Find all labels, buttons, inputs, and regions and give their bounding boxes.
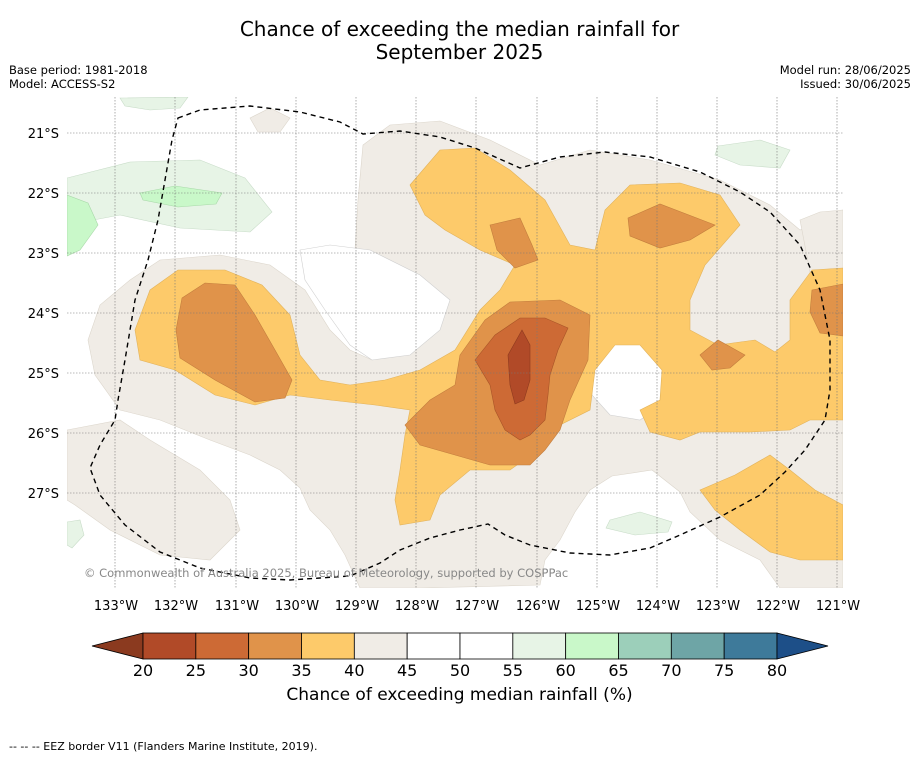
lon-label: 131°W (215, 599, 259, 614)
meta-left: Base period: 1981-2018 Model: ACCESS-S2 (9, 63, 148, 91)
title-line-1: Chance of exceeding the median rainfall … (239, 17, 680, 41)
bright-green-west (67, 194, 99, 257)
green-region-sw (67, 519, 85, 549)
model-run: Model run: 28/06/2025 (779, 63, 911, 77)
colorbar-segment (670, 632, 725, 660)
colorbar-tick-label: 25 (186, 661, 206, 680)
colorbar-tick-label: 80 (767, 661, 787, 680)
colorbar-tick-label: 20 (133, 661, 153, 680)
eez-border (89, 105, 831, 581)
colorbar-segment (723, 632, 778, 660)
colorbar: 20 25 30 35 40 45 50 55 60 65 70 75 80 (91, 632, 829, 680)
beige-region-bottom-left (67, 419, 241, 561)
colorbar-tick-label: 65 (608, 661, 628, 680)
lon-label: 130°W (275, 599, 319, 614)
lon-label: 121°W (816, 599, 860, 614)
lon-label: 125°W (576, 599, 620, 614)
colorbar-tick-label: 30 (238, 661, 258, 680)
colorbar-segment (565, 632, 619, 660)
dark-orange-far-east (809, 283, 843, 337)
lat-label: 25°S (28, 367, 59, 382)
colorbar-tick-label: 75 (714, 661, 734, 680)
colorbar-segment (301, 632, 355, 660)
colorbar-label: Chance of exceeding median rainfall (%) (286, 685, 633, 705)
lat-label: 27°S (28, 487, 59, 502)
lon-label: 124°W (636, 599, 680, 614)
lat-label: 22°S (28, 187, 59, 202)
lat-label: 24°S (28, 307, 59, 322)
lon-label: 132°W (154, 599, 198, 614)
lon-label: 128°W (395, 599, 439, 614)
colorbar-segment (406, 632, 461, 660)
map-title: Chance of exceeding the median rainfall … (0, 18, 919, 64)
dark-orange-ne (627, 203, 716, 249)
dark-orange-east (699, 339, 746, 371)
base-period: Base period: 1981-2018 (9, 63, 148, 77)
map-area: © Commonwealth of Australia 2025, Bureau… (67, 97, 843, 588)
lon-labels: 133°W 132°W 131°W 130°W 129°W 128°W 127°… (94, 599, 860, 614)
title-line-2: September 2025 (375, 40, 544, 64)
colorbar-segment (248, 632, 302, 660)
colorbar-extend-low (91, 632, 144, 660)
colorbar-extend-high (776, 632, 829, 660)
green-region-south (605, 511, 673, 536)
lat-labels: 21°S 22°S 23°S 24°S 25°S 26°S 27°S (28, 127, 59, 502)
lon-label: 129°W (335, 599, 379, 614)
colorbar-segment (459, 632, 514, 660)
deep-red-core (507, 329, 531, 405)
colorbar-tick-label: 40 (344, 661, 364, 680)
green-region-nw (119, 97, 189, 111)
colorbar-segment (512, 632, 567, 660)
bright-green-mid (139, 185, 223, 208)
colorbar-segment (618, 632, 672, 660)
colorbar-tick-label: 60 (555, 661, 575, 680)
lon-label: 123°W (696, 599, 740, 614)
meta-right: Model run: 28/06/2025 Issued: 30/06/2025 (780, 63, 911, 91)
colorbar-segment (142, 632, 197, 660)
lon-label: 133°W (94, 599, 138, 614)
colorbar-tick-label: 35 (291, 661, 311, 680)
lon-label: 126°W (516, 599, 560, 614)
colorbar-tick-label: 50 (450, 661, 470, 680)
copyright-text: © Commonwealth of Australia 2025, Bureau… (84, 566, 568, 580)
colorbar-segment (353, 632, 408, 660)
eez-footer-note: -- -- -- EEZ border V11 (Flanders Marine… (9, 740, 318, 753)
lon-label: 122°W (756, 599, 800, 614)
lat-label: 23°S (28, 247, 59, 262)
issued-date: Issued: 30/06/2025 (800, 77, 911, 91)
white-hole-west (299, 244, 451, 361)
colorbar-tick-label: 55 (503, 661, 523, 680)
orange-region-se (699, 454, 843, 561)
beige-region-small-top (249, 107, 291, 133)
colorbar-tick-label: 45 (397, 661, 417, 680)
graticule (67, 97, 843, 588)
dark-orange-north (489, 217, 539, 269)
model-name: Model: ACCESS-S2 (9, 77, 116, 91)
green-region-ne (714, 139, 791, 169)
colorbar-tick-label: 70 (661, 661, 681, 680)
lon-label: 127°W (455, 599, 499, 614)
lat-label: 26°S (28, 427, 59, 442)
colorbar-segment (195, 632, 250, 660)
lat-label: 21°S (28, 127, 59, 142)
